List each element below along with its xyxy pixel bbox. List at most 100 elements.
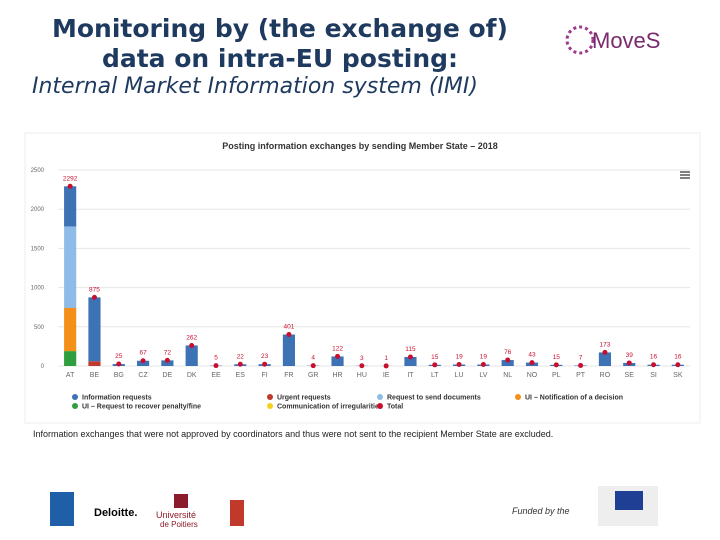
bar-segment <box>501 360 514 366</box>
data-label: 19 <box>455 354 463 361</box>
total-dot <box>67 183 73 189</box>
bar-segment <box>404 356 417 366</box>
total-dot <box>140 358 146 364</box>
x-tick-label: EE <box>211 372 221 379</box>
data-label: 16 <box>674 354 682 361</box>
x-tick-label: FI <box>261 372 267 379</box>
slide-title: data on intra-EU posting: <box>101 44 459 73</box>
data-label: 22 <box>237 353 245 360</box>
x-tick-label: SI <box>650 372 657 379</box>
legend-marker <box>267 403 273 409</box>
menu-icon[interactable] <box>680 171 690 179</box>
bar-segment <box>598 352 611 366</box>
total-dot <box>529 360 535 366</box>
logo-text: Funded by the <box>512 506 570 516</box>
x-tick-label: NL <box>503 372 512 379</box>
x-tick-label: NO <box>527 372 538 379</box>
data-label: 67 <box>139 350 147 357</box>
data-label: 43 <box>528 352 536 359</box>
bar-segment <box>64 226 77 308</box>
x-tick-label: LT <box>431 372 439 379</box>
x-tick-label: SE <box>625 372 635 379</box>
bar-segment <box>137 360 150 366</box>
bar-segment <box>331 356 344 366</box>
total-dot <box>237 361 243 367</box>
data-label: 19 <box>480 354 488 361</box>
legend-label: UI – Request to recover penalty/fine <box>82 404 201 411</box>
x-tick-label: DK <box>187 372 197 379</box>
x-tick-label: GR <box>308 372 319 379</box>
x-tick-label: ES <box>236 372 246 379</box>
total-dot <box>91 294 97 300</box>
x-tick-label: FR <box>284 372 293 379</box>
data-label: 875 <box>89 286 100 293</box>
total-dot <box>675 362 681 368</box>
y-tick-label: 1500 <box>31 246 45 252</box>
total-dot <box>189 342 195 348</box>
legend-label: Total <box>387 404 403 411</box>
legend-label: Information requests <box>82 395 152 402</box>
data-label: 76 <box>504 349 512 356</box>
y-tick-label: 500 <box>34 325 45 331</box>
x-tick-label: IE <box>383 372 390 379</box>
total-dot <box>553 362 559 368</box>
total-dot <box>626 360 632 366</box>
y-tick-label: 2500 <box>31 168 45 174</box>
legend-label: UI – Notification of a decision <box>525 395 623 402</box>
data-label: 122 <box>332 345 343 352</box>
x-tick-label: SK <box>673 372 683 379</box>
total-dot <box>456 362 462 368</box>
total-dot <box>602 349 608 355</box>
total-dot <box>310 363 316 369</box>
data-label: 25 <box>115 353 123 360</box>
data-label: 115 <box>405 346 416 353</box>
logo-text: MoveS <box>592 28 660 53</box>
legend-label: Request to send documents <box>387 395 481 402</box>
data-label: 15 <box>431 354 439 361</box>
total-dot <box>407 354 413 360</box>
logo-text: Université <box>156 510 196 520</box>
moves-logo: MoveS <box>565 25 660 55</box>
data-label: 262 <box>186 334 197 341</box>
y-tick-label: 1000 <box>31 286 45 292</box>
slide-subtitle: Internal Market Information system (IMI) <box>32 74 478 99</box>
data-label: 15 <box>553 354 561 361</box>
legend-marker <box>72 394 78 400</box>
data-label: 4 <box>311 355 315 362</box>
data-label: 173 <box>599 341 610 348</box>
total-dot <box>213 363 219 369</box>
x-tick-label: DE <box>163 372 173 379</box>
bar-segment <box>64 307 77 352</box>
legend-marker <box>515 394 521 400</box>
x-tick-label: BE <box>90 372 100 379</box>
total-dot <box>335 353 341 359</box>
logo-text: de Poitiers <box>160 520 198 529</box>
bar-segment <box>185 345 198 366</box>
total-dot <box>116 361 122 367</box>
logo-text: Deloitte. <box>94 507 137 519</box>
footnote: Information exchanges that were not appr… <box>33 429 553 439</box>
total-dot <box>383 363 389 369</box>
x-tick-label: HR <box>332 372 342 379</box>
x-tick-label: HU <box>357 372 367 379</box>
chart-frame <box>24 132 701 424</box>
total-dot <box>505 357 511 363</box>
poitiers-logo: Université de Poitiers <box>156 494 198 529</box>
legend-marker <box>377 403 383 409</box>
legend-marker <box>267 394 273 400</box>
partner-logo <box>230 500 244 526</box>
data-label: 2292 <box>63 175 78 182</box>
x-tick-label: CZ <box>138 372 148 379</box>
legend-label: Urgent requests <box>277 395 331 402</box>
data-label: 3 <box>360 355 364 362</box>
total-dot <box>359 363 365 369</box>
bar-segment <box>64 186 77 227</box>
x-tick-label: IT <box>407 372 414 379</box>
x-tick-label: PT <box>576 372 586 379</box>
legend-label: Communication of irregularities <box>277 404 383 411</box>
total-dot <box>262 361 268 367</box>
data-label: 401 <box>283 324 294 331</box>
x-tick-label: PL <box>552 372 561 379</box>
